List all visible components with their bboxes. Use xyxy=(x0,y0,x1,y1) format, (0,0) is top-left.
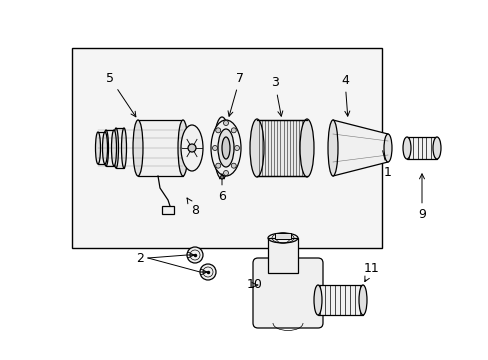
Ellipse shape xyxy=(178,120,187,176)
Ellipse shape xyxy=(218,129,234,167)
Ellipse shape xyxy=(111,130,116,166)
Polygon shape xyxy=(332,120,387,176)
Ellipse shape xyxy=(313,285,321,315)
Ellipse shape xyxy=(103,130,108,166)
Bar xyxy=(162,206,174,214)
Ellipse shape xyxy=(95,132,101,164)
Bar xyxy=(267,238,297,273)
Circle shape xyxy=(187,144,196,152)
Text: 10: 10 xyxy=(246,279,263,292)
Bar xyxy=(257,120,306,176)
Bar xyxy=(274,233,290,239)
Circle shape xyxy=(231,128,236,133)
Text: 2: 2 xyxy=(136,252,143,265)
Text: 7: 7 xyxy=(227,72,244,116)
Ellipse shape xyxy=(210,120,241,176)
Text: 3: 3 xyxy=(270,77,282,116)
Circle shape xyxy=(200,264,216,280)
Ellipse shape xyxy=(222,137,229,159)
Circle shape xyxy=(215,128,220,133)
Circle shape xyxy=(186,247,203,263)
Bar xyxy=(406,137,436,159)
Bar xyxy=(72,48,381,248)
Ellipse shape xyxy=(327,120,337,176)
Text: 6: 6 xyxy=(218,174,225,203)
Ellipse shape xyxy=(432,137,440,159)
Text: 1: 1 xyxy=(382,151,391,179)
Ellipse shape xyxy=(249,119,264,177)
Ellipse shape xyxy=(214,117,229,179)
Ellipse shape xyxy=(133,120,142,176)
Ellipse shape xyxy=(402,137,410,159)
Circle shape xyxy=(212,145,217,150)
Circle shape xyxy=(215,163,220,168)
Bar xyxy=(138,120,183,176)
FancyBboxPatch shape xyxy=(252,258,323,328)
Bar xyxy=(116,128,124,168)
Ellipse shape xyxy=(102,132,107,164)
Ellipse shape xyxy=(181,125,203,171)
Text: 11: 11 xyxy=(364,261,379,282)
Circle shape xyxy=(223,121,228,126)
Ellipse shape xyxy=(299,119,313,177)
Ellipse shape xyxy=(383,134,391,162)
Circle shape xyxy=(223,171,228,175)
Text: 9: 9 xyxy=(417,174,425,221)
Bar xyxy=(317,285,362,315)
Ellipse shape xyxy=(121,128,126,168)
Circle shape xyxy=(231,163,236,168)
Ellipse shape xyxy=(358,285,366,315)
Circle shape xyxy=(234,145,239,150)
Ellipse shape xyxy=(113,128,118,168)
Bar xyxy=(98,132,105,164)
Text: 8: 8 xyxy=(187,198,199,216)
Text: 4: 4 xyxy=(340,73,349,116)
Bar xyxy=(106,130,114,166)
Text: 5: 5 xyxy=(106,72,136,117)
